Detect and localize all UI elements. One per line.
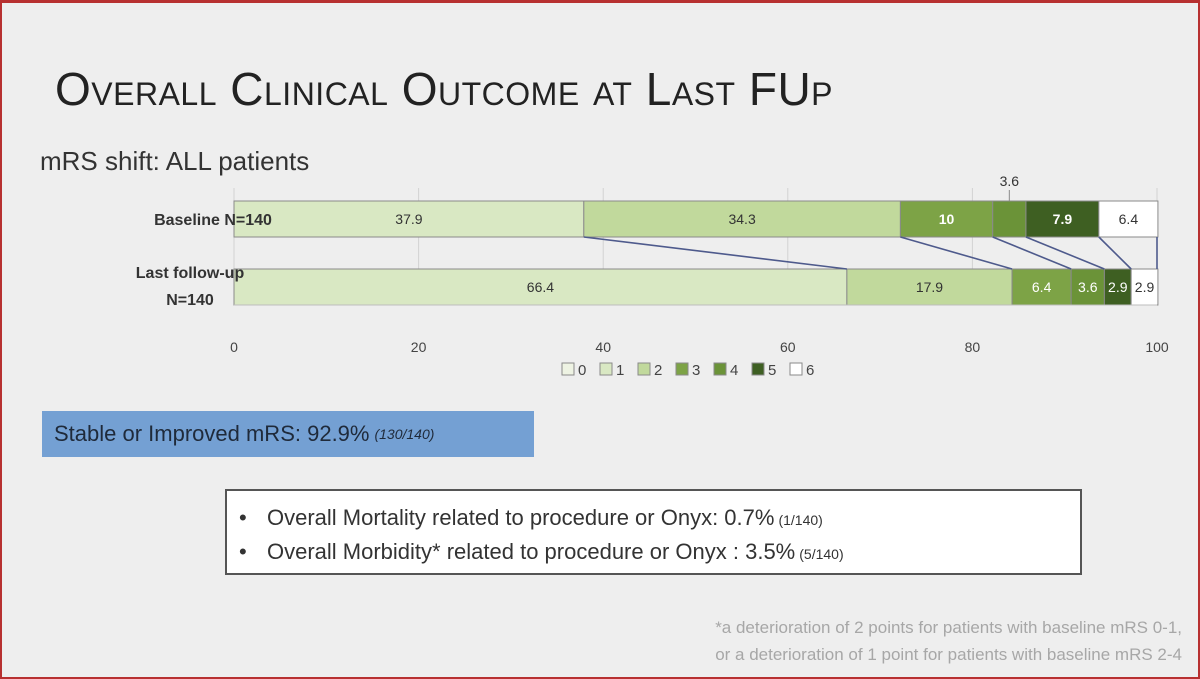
shift-connector xyxy=(583,236,847,270)
legend-label: 5 xyxy=(768,362,776,379)
outcome-bullets: • Overall Mortality related to procedure … xyxy=(225,489,1082,575)
data-label: 2.9 xyxy=(1108,279,1128,295)
data-label: 34.3 xyxy=(728,211,755,227)
stable-improved-count: (130/140) xyxy=(374,426,435,442)
legend-swatch xyxy=(637,362,651,376)
bar-segment xyxy=(233,268,848,306)
bar-segment xyxy=(1098,200,1159,238)
data-label: 3.6 xyxy=(1000,173,1020,189)
slide-title: Overall Clinical Outcome at Last FUp xyxy=(55,63,834,115)
mrs-shift-chart: 37.9 34.3 10 7.9 6.466.4 17.9 6.4 3.6 2.9 2.93.60… xyxy=(136,173,1169,379)
data-label: 37.9 xyxy=(395,211,422,227)
bullet-dot-icon: • xyxy=(239,505,247,530)
row-label: Baseline N=140 xyxy=(154,212,272,229)
mortality-count: (1/140) xyxy=(778,512,823,528)
morbidity-count: (5/140) xyxy=(799,546,844,562)
legend-label: 2 xyxy=(654,362,662,379)
data-label: 17.9 xyxy=(916,279,943,295)
data-label: 2.9 xyxy=(1135,279,1155,295)
morbidity-bullet: • Overall Morbidity* related to procedure… xyxy=(239,535,1080,569)
morbidity-text: Overall Morbidity* related to procedure … xyxy=(267,539,796,564)
legend-label: 3 xyxy=(692,362,700,379)
data-label: 7.9 xyxy=(1053,211,1073,227)
stable-improved-text: Stable or Improved mRS: 92.9% xyxy=(54,421,370,446)
legend-swatch xyxy=(561,362,575,376)
legend-label: 1 xyxy=(616,362,624,379)
data-label: 66.4 xyxy=(527,279,554,295)
stable-improved-box: Stable or Improved mRS: 92.9% (130/140) xyxy=(42,411,534,457)
bar-segment xyxy=(1025,200,1100,238)
bar-segment xyxy=(1130,268,1159,306)
legend-swatch xyxy=(675,362,689,376)
mortality-text: Overall Mortality related to procedure o… xyxy=(267,505,775,530)
legend-label: 4 xyxy=(730,362,738,379)
legend-swatch xyxy=(713,362,727,376)
data-label: 6.4 xyxy=(1032,279,1052,295)
legend-swatch xyxy=(789,362,803,376)
x-tick-label: 100 xyxy=(1145,339,1169,355)
x-tick-label: 80 xyxy=(965,339,981,355)
legend-label: 6 xyxy=(806,362,814,379)
data-label: 3.6 xyxy=(1078,279,1098,295)
x-tick-label: 20 xyxy=(411,339,427,355)
chart-subtitle: mRS shift: ALL patients xyxy=(40,146,310,176)
legend-swatch xyxy=(751,362,765,376)
footnote-line-2: or a deterioration of 1 point for patien… xyxy=(715,645,1182,664)
bar-segment xyxy=(1103,268,1132,306)
footnote: *a deterioration of 2 points for patient… xyxy=(715,614,1182,668)
bar-segment xyxy=(233,200,585,238)
x-tick-label: 0 xyxy=(230,339,238,355)
x-tick-label: 60 xyxy=(780,339,796,355)
bar-segment xyxy=(899,200,994,238)
mortality-bullet: • Overall Mortality related to procedure … xyxy=(239,501,1080,535)
legend-label: 0 xyxy=(578,362,586,379)
footnote-line-1: *a deterioration of 2 points for patient… xyxy=(715,618,1182,637)
data-label: 10 xyxy=(939,211,955,227)
row-label: Last follow-up xyxy=(136,265,245,282)
x-tick-label: 40 xyxy=(595,339,611,355)
bar-segment xyxy=(583,200,901,238)
legend-swatch xyxy=(599,362,613,376)
bar-segment xyxy=(1011,268,1072,306)
shift-connector xyxy=(992,236,1072,270)
shift-connector xyxy=(1098,236,1132,270)
data-label: 6.4 xyxy=(1119,211,1139,227)
bullet-dot-icon: • xyxy=(239,539,247,564)
shift-connector xyxy=(1025,236,1105,270)
shift-connector xyxy=(900,236,1013,270)
bar-segment xyxy=(846,268,1013,306)
bar-segment xyxy=(992,200,1027,238)
row-label: N=140 xyxy=(166,292,214,309)
